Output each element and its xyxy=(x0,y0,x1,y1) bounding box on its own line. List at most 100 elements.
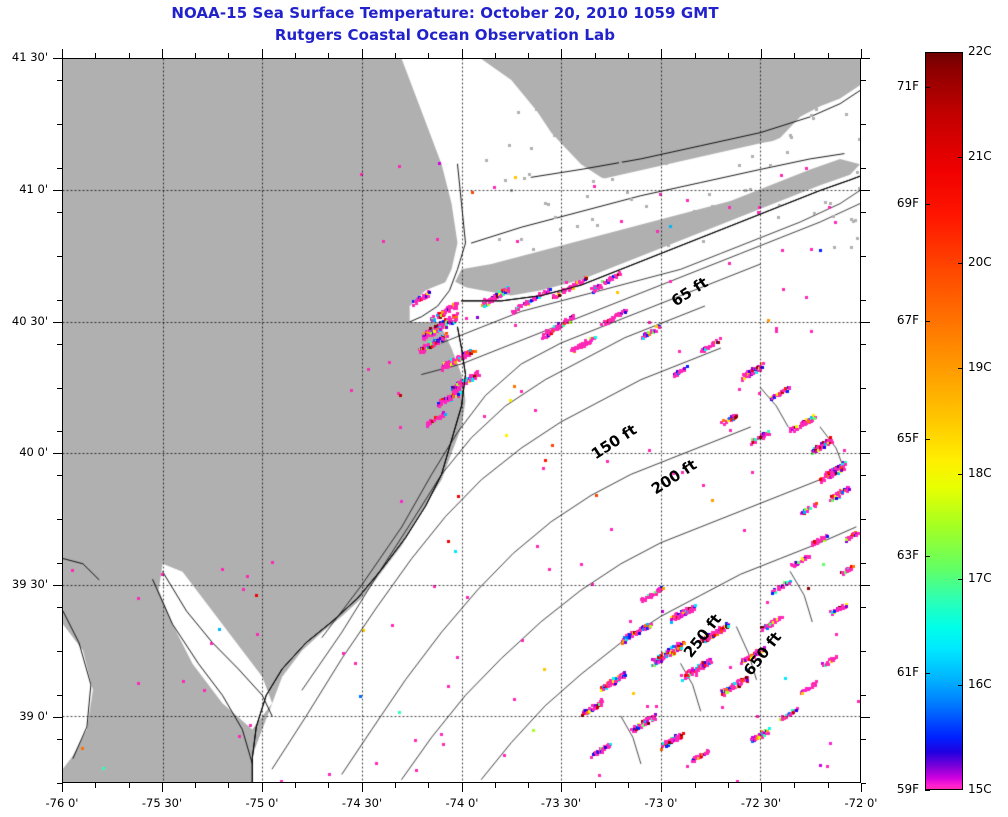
colorbar-tick xyxy=(925,790,930,791)
y-axis-tick-right xyxy=(861,585,870,586)
y-axis-minor-tick xyxy=(861,563,866,564)
x-axis-minor-tick xyxy=(95,53,96,58)
y-axis-minor-tick xyxy=(57,783,62,784)
x-axis-minor-tick xyxy=(728,53,729,58)
x-axis-tick-top xyxy=(62,49,63,58)
colorbar-gradient xyxy=(925,52,963,790)
y-axis-minor-tick xyxy=(861,607,866,608)
y-axis-label: 41 30' xyxy=(11,50,48,64)
x-axis-minor-tick xyxy=(595,783,596,788)
x-axis-minor-tick xyxy=(228,53,229,58)
x-axis-minor-tick xyxy=(129,783,130,788)
colorbar-tick xyxy=(958,579,963,580)
y-axis-tick xyxy=(53,322,62,323)
y-axis-minor-tick xyxy=(861,212,866,213)
y-axis-tick xyxy=(53,190,62,191)
y-axis-minor-tick xyxy=(57,212,62,213)
y-axis-minor-tick xyxy=(57,651,62,652)
x-axis-minor-tick xyxy=(295,53,296,58)
x-axis-minor-tick xyxy=(195,783,196,788)
y-axis-label: 40 30' xyxy=(11,314,48,328)
x-axis-minor-tick xyxy=(395,783,396,788)
x-axis-minor-tick xyxy=(528,783,529,788)
x-axis-minor-tick xyxy=(328,783,329,788)
x-axis-tick xyxy=(462,783,463,792)
x-axis-tick xyxy=(761,783,762,792)
sst-map-canvas xyxy=(63,59,860,782)
y-axis-tick xyxy=(53,717,62,718)
colorbar-tick xyxy=(925,321,930,322)
colorbar-fahrenheit-label: 61F xyxy=(896,664,919,679)
y-axis-minor-tick xyxy=(861,475,866,476)
y-axis-minor-tick xyxy=(57,168,62,169)
colorbar-celsius-label: 17C xyxy=(968,571,992,586)
x-axis-minor-tick xyxy=(395,53,396,58)
y-axis-tick xyxy=(53,585,62,586)
x-axis-minor-tick xyxy=(728,783,729,788)
x-axis-label: -72 30' xyxy=(740,796,782,810)
colorbar-tick xyxy=(958,474,963,475)
x-axis-minor-tick xyxy=(695,783,696,788)
y-axis-minor-tick xyxy=(861,80,866,81)
y-axis-tick-right xyxy=(861,322,870,323)
colorbar-tick xyxy=(925,556,930,557)
x-axis-minor-tick xyxy=(794,783,795,788)
x-axis-minor-tick xyxy=(428,783,429,788)
x-axis-minor-tick xyxy=(495,783,496,788)
y-axis-minor-tick xyxy=(57,563,62,564)
y-axis-minor-tick xyxy=(57,124,62,125)
y-axis-minor-tick xyxy=(861,783,866,784)
x-axis-label: -76 0' xyxy=(45,796,79,810)
x-axis-tick-top xyxy=(262,49,263,58)
x-axis-tick-top xyxy=(362,49,363,58)
x-axis-label: -75 0' xyxy=(245,796,279,810)
x-axis-minor-tick xyxy=(695,53,696,58)
colorbar-celsius-label: 19C xyxy=(968,360,992,375)
x-axis-minor-tick xyxy=(628,53,629,58)
y-axis-tick xyxy=(53,58,62,59)
colorbar-tick xyxy=(925,439,930,440)
x-axis-label: -73 30' xyxy=(540,796,582,810)
colorbar-fahrenheit-label: 65F xyxy=(896,430,919,445)
y-axis-minor-tick xyxy=(861,344,866,345)
colorbar-fahrenheit-label: 59F xyxy=(896,782,919,796)
y-axis-label: 41 0' xyxy=(19,182,48,196)
colorbar-tick xyxy=(925,87,930,88)
colorbar-tick xyxy=(958,263,963,264)
x-axis-minor-tick xyxy=(528,53,529,58)
y-axis-minor-tick xyxy=(861,651,866,652)
x-axis-tick xyxy=(561,783,562,792)
page-title: NOAA-15 Sea Surface Temperature: October… xyxy=(171,4,719,22)
x-axis-tick-top xyxy=(861,49,862,58)
y-axis-minor-tick xyxy=(57,80,62,81)
colorbar-tick xyxy=(958,157,963,158)
colorbar-fahrenheit-label: 67F xyxy=(896,313,919,328)
y-axis-minor-tick xyxy=(57,431,62,432)
x-axis-minor-tick xyxy=(129,53,130,58)
chart-title-block: NOAA-15 Sea Surface Temperature: October… xyxy=(0,2,890,46)
y-axis-minor-tick xyxy=(57,344,62,345)
y-axis-label: 40 0' xyxy=(19,445,48,459)
colorbar-tick xyxy=(958,685,963,686)
colorbar-celsius-label: 16C xyxy=(968,676,992,691)
x-axis-tick xyxy=(162,783,163,792)
x-axis-tick-top xyxy=(561,49,562,58)
y-axis-minor-tick xyxy=(861,256,866,257)
x-axis-minor-tick xyxy=(828,53,829,58)
x-axis-label: -75 30' xyxy=(141,796,183,810)
y-axis-minor-tick xyxy=(861,431,866,432)
y-axis-minor-tick xyxy=(57,519,62,520)
y-axis-minor-tick xyxy=(57,388,62,389)
y-axis-minor-tick xyxy=(57,739,62,740)
y-axis-tick-right xyxy=(861,58,870,59)
y-axis-minor-tick xyxy=(57,256,62,257)
x-axis-tick xyxy=(861,783,862,792)
page-subtitle: Rutgers Coastal Ocean Observation Lab xyxy=(274,26,616,44)
x-axis-label: -73 0' xyxy=(644,796,678,810)
colorbar-celsius-label: 21C xyxy=(968,149,992,164)
y-axis-minor-tick xyxy=(57,300,62,301)
x-axis-tick-top xyxy=(462,49,463,58)
y-axis-minor-tick xyxy=(861,519,866,520)
y-axis-label: 39 30' xyxy=(11,577,48,591)
x-axis-minor-tick xyxy=(195,53,196,58)
